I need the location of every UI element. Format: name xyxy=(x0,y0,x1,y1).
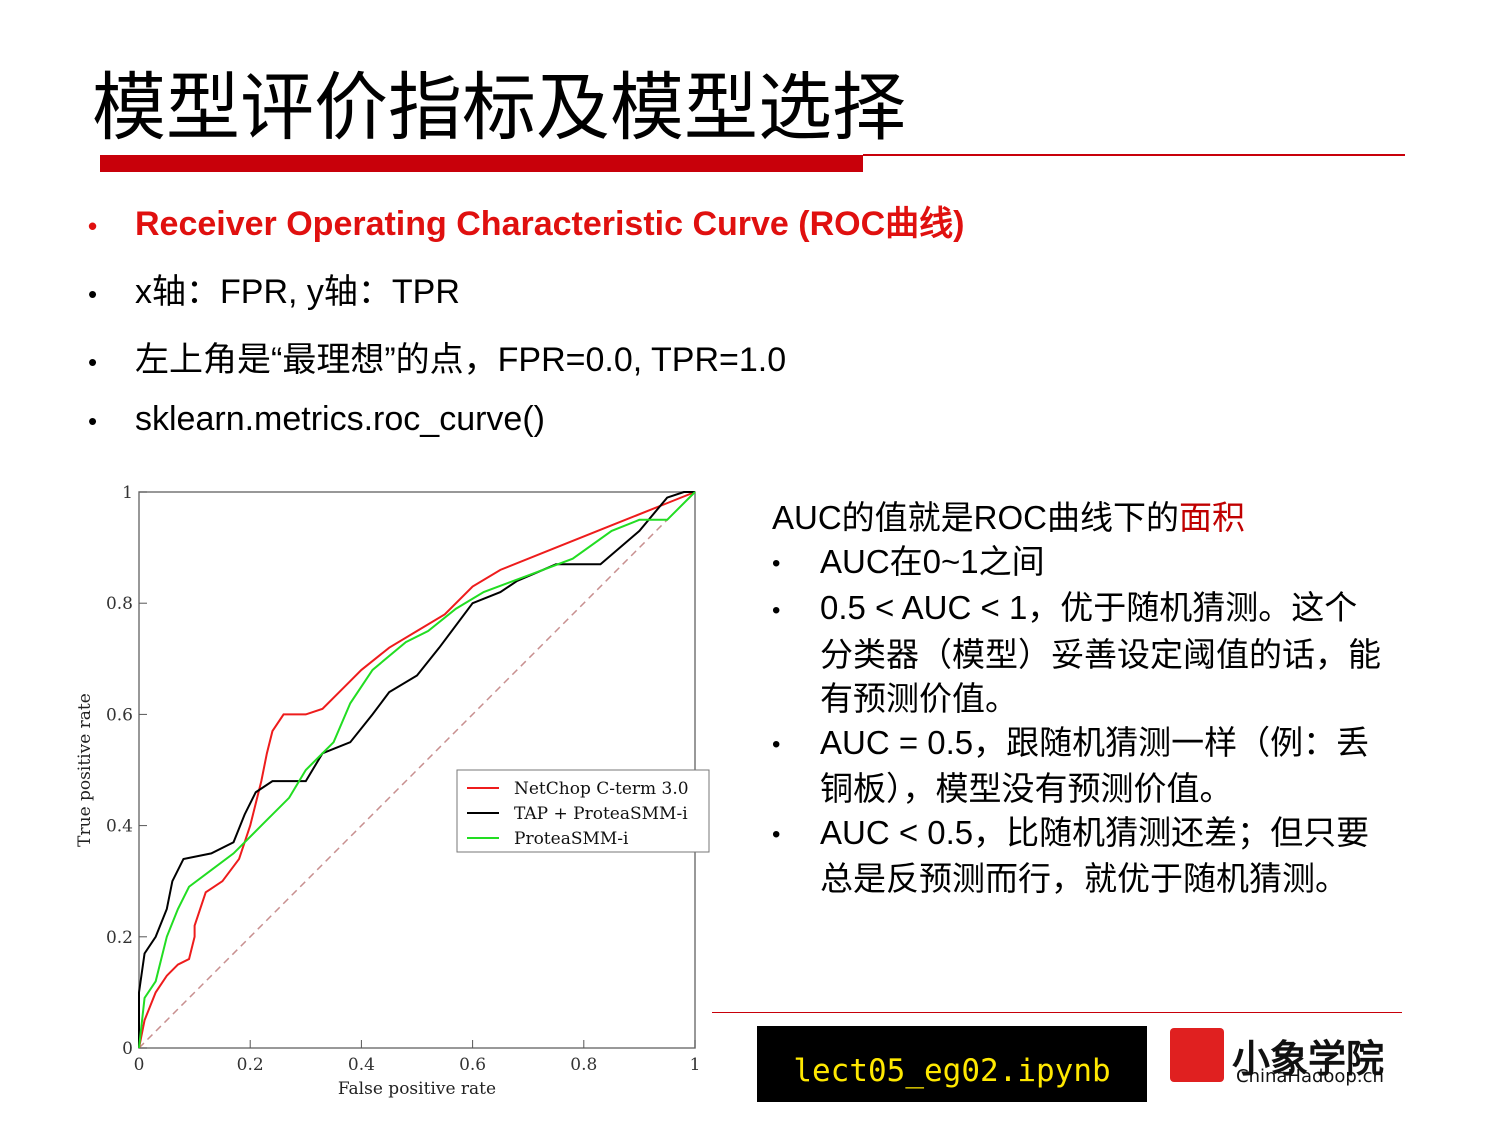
auc-item-line: 总是反预测而行，就优于随机猜测。 xyxy=(772,857,1381,901)
x-tick-label: 0.4 xyxy=(348,1055,375,1075)
auc-highlight: 面积 xyxy=(1179,499,1246,536)
x-tick-label: 0.6 xyxy=(459,1055,486,1075)
auc-item-text: 分类器（模型）妥善设定阈值的话，能 xyxy=(820,635,1381,673)
legend-label: ProteaSMM-i xyxy=(514,829,629,849)
y-tick-label: 0.4 xyxy=(106,817,133,837)
footer-rule xyxy=(712,1012,1402,1013)
roc-line xyxy=(138,491,696,1049)
title-bar xyxy=(100,155,863,172)
auc-item-text: 铜板），模型没有预测价值。 xyxy=(820,769,1233,807)
bullet: • Receiver Operating Characteristic Curve… xyxy=(88,205,965,243)
roc-line xyxy=(138,491,695,1048)
bullet-dot: • xyxy=(772,821,781,849)
auc-item-line: 有预测价值。 xyxy=(772,677,1381,721)
roc-chart: 0 0.2 0.4 0.6 0.8 1 0 0.2 0.4 0.6 0.8 1 False positi… xyxy=(75,483,710,1099)
auc-box: AUC的值就是ROC曲线下的面积 • AUC在0~1之间 • 0.5 < AUC < … xyxy=(772,496,1381,901)
y-tick-label: 1 xyxy=(122,483,133,503)
y-axis-label: True positive rate xyxy=(75,693,95,847)
auc-heading: AUC的值就是ROC曲线下的 xyxy=(772,499,1180,536)
auc-item-text: 总是反预测而行，就优于随机猜测。 xyxy=(820,860,1348,898)
auc-item-text: AUC = 0.5，跟随机猜测一样（例：丢 xyxy=(820,723,1370,761)
auc-item-line: 铜板），模型没有预测价值。 xyxy=(772,767,1381,811)
bullet: • 左上角是“最理想”的点，FPR=0.0, TPR=1.0 xyxy=(88,341,787,379)
y-tick-label: 0 xyxy=(122,1039,133,1059)
file-name: lect05_eg02.ipynb xyxy=(757,1026,1147,1102)
bullet-dot: • xyxy=(772,550,781,578)
y-tick-label: 0.2 xyxy=(106,928,133,948)
y-tick-label: 0.6 xyxy=(106,705,133,725)
x-tick-label: 0.2 xyxy=(237,1055,264,1075)
auc-item-line: • AUC在0~1之间 xyxy=(772,540,1381,586)
bullet-dot: • xyxy=(772,596,781,624)
auc-item-line: • 0.5 < AUC < 1，优于随机猜测。这个 xyxy=(772,586,1381,632)
x-tick-label: 0 xyxy=(134,1055,145,1075)
auc-item-text: 0.5 < AUC < 1，优于随机猜测。这个 xyxy=(820,589,1358,627)
auc-item-text: AUC在0~1之间 xyxy=(820,543,1045,580)
x-axis-label: False positive rate xyxy=(338,1079,496,1099)
bullet-dot: • xyxy=(772,730,781,758)
bullet: • x轴：FPR, y轴：TPR xyxy=(88,273,460,311)
auc-item-line: • AUC = 0.5，跟随机猜测一样（例：丢 xyxy=(772,721,1381,767)
y-tick-label: 0.8 xyxy=(106,594,133,614)
legend-label: TAP + ProteaSMM-i xyxy=(514,804,688,824)
legend-label: NetChop C-term 3.0 xyxy=(514,779,689,799)
x-tick-label: 1 xyxy=(690,1055,701,1075)
slide-title: 模型评价指标及模型选择 xyxy=(92,65,906,151)
logo-site: ChinaHadoop.cn xyxy=(1236,1066,1384,1087)
logo-icon xyxy=(1170,1028,1224,1082)
auc-item-line: • AUC < 0.5，比随机猜测还差；但只要 xyxy=(772,811,1381,857)
title-rule xyxy=(863,154,1405,156)
auc-item-text: AUC < 0.5，比随机猜测还差；但只要 xyxy=(820,813,1370,851)
auc-item-text: 有预测价值。 xyxy=(820,679,1018,717)
x-tick-label: 0.8 xyxy=(570,1055,597,1075)
bullet: • sklearn.metrics.roc_curve() xyxy=(88,400,545,438)
auc-item-line: 分类器（模型）妥善设定阈值的话，能 xyxy=(772,633,1381,677)
roc-line xyxy=(138,491,696,1049)
logo-name: 小象学院 xyxy=(1232,1037,1385,1081)
